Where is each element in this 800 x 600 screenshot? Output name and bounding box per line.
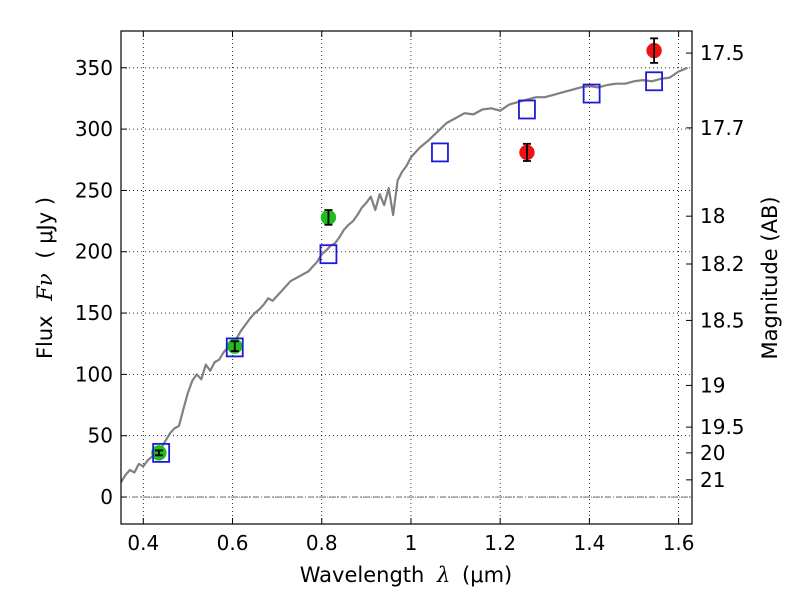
magnitude-tick-label: 21 [700,468,725,492]
x-axis-label-text: Wavelength [300,563,425,587]
x-axis-label-symbol: λ [436,563,450,587]
model-photometry-square [518,99,536,120]
model-photometry-square [152,442,171,463]
magnitude-tick-label: 18 [700,204,725,228]
y-tick-label: 50 [88,424,113,448]
y-tick-label: 350 [75,56,113,80]
magnitude-tick-label: 17.5 [700,41,745,65]
magnitude-axis-ticks: 17.5 17.7 18 18.2 18.5 19 19.520 21 [686,41,745,492]
spectrum-line [120,66,688,483]
magnitude-axis-label: Magnitude (AB) [758,196,782,359]
y-axis-label-unit: ( μJy ) [33,197,57,259]
magnitude-tick-label: 17.7 [700,116,745,140]
x-axis-label-unit: (μm) [462,563,512,587]
x-tick-label: 0.6 [217,531,249,555]
plot-frame [120,30,693,525]
magnitude-tick-label: 18.2 [700,252,745,276]
model-photometry-square [225,337,244,358]
y-axis-label-text: Flux [33,315,57,359]
y-tick-label: 0 [100,485,113,509]
x-axis-ticks: 0.4 0.6 0.8 1 1.2 1.4 1.6 [127,31,695,555]
model-photometry-points [152,71,663,463]
y-axis-label-symbol: Fν [33,273,57,302]
x-tick-label: 1.2 [484,531,516,555]
y-tick-label: 300 [75,117,113,141]
x-tick-label: 1 [405,531,418,555]
magnitude-tick-label: 20 [700,441,725,465]
y-axis-ticks: 0 50 100 150 200 250 300 350 [75,56,127,509]
model-photometry-square [319,244,338,265]
magnitude-tick-label: 19 [700,373,725,397]
x-tick-label: 1.6 [663,531,695,555]
model-spectrum-series [120,66,688,483]
model-photometry-square [431,142,449,163]
y-tick-label: 100 [75,362,113,386]
errorbars [154,37,659,457]
x-axis-label: Wavelength λ (μm) [300,563,512,587]
y-tick-label: 150 [75,301,113,325]
y-axis-label: Flux Fν ( μJy ) [33,197,57,359]
x-tick-label: 1.4 [573,531,605,555]
y-tick-label: 250 [75,178,113,202]
x-tick-label: 0.4 [127,531,159,555]
x-tick-label: 0.8 [306,531,338,555]
magnitude-tick-label: 18.5 [700,308,745,332]
magnitude-tick-label: 19.5 [700,415,745,439]
model-photometry-square [582,83,601,104]
model-photometry-square [645,71,663,92]
y-tick-label: 200 [75,240,113,264]
